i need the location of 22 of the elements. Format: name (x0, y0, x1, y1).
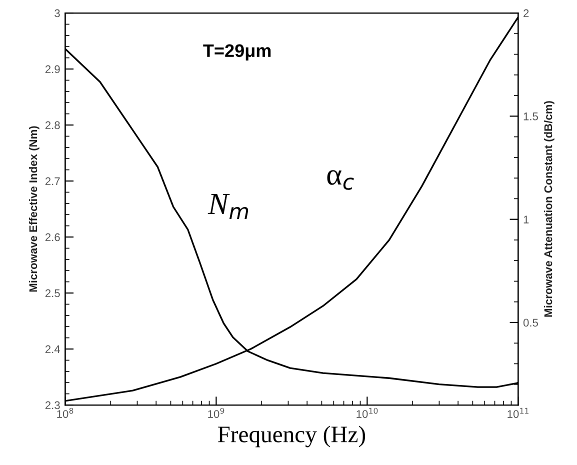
y-axis-title: Microwave Effective Index (Nm) (28, 126, 40, 292)
series-label: α$_{c}$ (327, 170, 354, 190)
x-tick-label: 10$^{10}$ (356, 408, 378, 418)
y2-tick-label: 1 (524, 216, 529, 224)
series-label: N$_{m}$ (208, 194, 248, 219)
y-tick-label: 2.4 (45, 345, 60, 354)
x-tick-label: 10$^{8}$ (57, 408, 74, 418)
annotation: T=29μm (203, 44, 271, 61)
y2-tick-label: 0.5 (523, 318, 538, 327)
y-tick-label: 3 (54, 9, 60, 18)
y-tick-label: 2.7 (45, 177, 60, 186)
x-tick-label: 10$^{11}$ (508, 408, 528, 418)
y-tick-label: 2.5 (45, 289, 60, 298)
y2-axis-title: Microwave Attenuation Constant (dB/cm) (544, 101, 554, 317)
y2-tick-label: 2 (524, 9, 529, 18)
y2-tick-label: 1.5 (524, 112, 538, 120)
y-tick-label: 2.6 (45, 233, 60, 242)
x-tick-label: 10$^{9}$ (208, 408, 224, 418)
x-axis-title: Frequency (Hz) (218, 426, 366, 448)
y-tick-label: 2.9 (45, 65, 60, 74)
y-tick-label: 2.3 (45, 401, 60, 410)
y-tick-label: 2.8 (45, 121, 60, 130)
